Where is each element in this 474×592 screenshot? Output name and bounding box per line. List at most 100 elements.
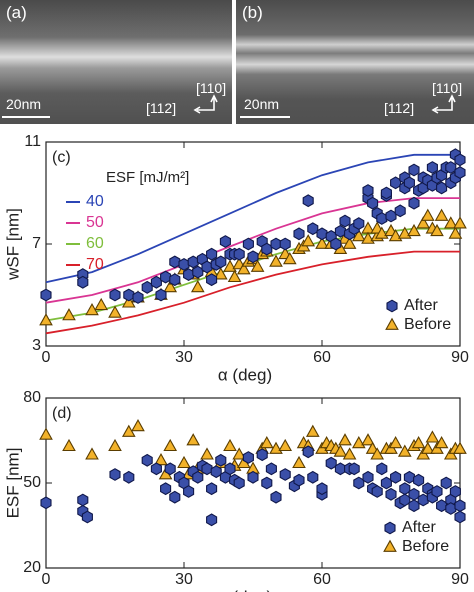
point-after-c xyxy=(155,288,167,302)
x-tick-label-c: 60 xyxy=(313,349,331,366)
point-before-c xyxy=(434,208,449,221)
point-after-d xyxy=(440,476,452,490)
point-after-d xyxy=(445,502,457,515)
point-after-c xyxy=(385,209,397,223)
legend-label-after-d: After xyxy=(402,519,436,536)
point-after-d xyxy=(408,487,420,501)
point-before-c xyxy=(420,208,435,221)
point-after-c xyxy=(123,288,135,302)
point-after-d xyxy=(233,476,245,490)
point-after-c xyxy=(403,176,415,190)
legend-label-after-c: After xyxy=(404,297,438,314)
point-before-c xyxy=(190,280,205,293)
tem-band-image-a xyxy=(0,0,232,124)
panel-label-c: (c) xyxy=(52,149,71,166)
point-after-d xyxy=(385,487,397,501)
point-after-d xyxy=(123,470,135,484)
x-tick-label-d: 60 xyxy=(313,571,331,588)
point-before-c xyxy=(301,234,316,247)
model-curve-40 xyxy=(45,153,460,284)
point-after-d xyxy=(307,470,319,484)
point-after-c xyxy=(201,260,213,274)
point-before-c xyxy=(39,313,53,326)
point-after-c xyxy=(206,273,218,287)
point-after-c xyxy=(390,176,402,190)
point-after-c xyxy=(247,250,259,264)
panel-b-label: (b) xyxy=(242,3,263,22)
point-before-d xyxy=(39,427,53,440)
point-before-c xyxy=(443,216,458,229)
point-before-c xyxy=(453,216,467,229)
panel-a-label: (a) xyxy=(6,3,27,22)
point-before-d xyxy=(154,453,168,466)
point-after-d xyxy=(141,453,153,467)
point-after-c xyxy=(426,161,438,174)
curve-legend-label-70: 70 xyxy=(86,256,104,273)
point-after-d xyxy=(403,470,415,484)
point-before-d xyxy=(108,438,122,452)
point-before-d xyxy=(333,444,348,457)
point-before-c xyxy=(430,223,444,237)
point-after-c xyxy=(367,196,379,210)
point-after-d xyxy=(261,476,273,490)
point-after-c xyxy=(215,255,227,269)
point-after-d xyxy=(376,462,388,476)
point-after-d xyxy=(150,462,162,476)
point-after-c xyxy=(436,181,448,195)
point-after-d xyxy=(408,499,420,513)
point-before-d xyxy=(342,447,357,460)
point-after-d xyxy=(316,482,328,496)
point-after-d xyxy=(169,490,181,504)
tem-band-image-b xyxy=(236,0,474,124)
point-after-d xyxy=(77,493,89,507)
scale-bar-a xyxy=(2,116,50,118)
point-after-c xyxy=(183,268,195,282)
curve-legend-label-40: 40 xyxy=(86,193,104,210)
point-after-d xyxy=(256,448,268,462)
point-after-d xyxy=(399,482,411,496)
point-after-c xyxy=(408,196,420,210)
model-curve-70 xyxy=(45,250,460,335)
y-tick-label-c: 7 xyxy=(32,235,41,252)
legend-marker-after-c xyxy=(386,299,398,313)
point-after-c xyxy=(132,291,144,304)
point-before-d xyxy=(305,424,320,437)
point-after-d xyxy=(201,462,213,476)
point-before-c xyxy=(94,297,109,311)
x-axis-label-c: α (deg) xyxy=(218,365,272,384)
point-before-d xyxy=(163,438,178,452)
x-axis-label-d: α (deg) xyxy=(218,587,272,592)
point-after-c xyxy=(445,161,457,174)
point-before-d xyxy=(223,438,237,452)
point-after-c xyxy=(454,166,466,180)
point-after-d xyxy=(362,470,374,484)
point-before-d xyxy=(425,430,440,443)
x-tick-label-c: 0 xyxy=(42,349,51,366)
direction-up-a: [110] xyxy=(196,80,227,96)
point-after-c xyxy=(261,242,273,256)
point-before-d xyxy=(453,441,467,454)
legend-marker-before-d xyxy=(383,539,397,552)
point-before-d xyxy=(186,433,201,446)
scale-bar-b xyxy=(240,116,290,118)
point-after-d xyxy=(247,470,259,484)
x-tick-label-c: 30 xyxy=(175,349,193,366)
legend-label-before-d: Before xyxy=(402,538,449,555)
point-after-d xyxy=(293,473,305,487)
scale-label-a: 20nm xyxy=(6,96,42,112)
point-after-c xyxy=(394,204,406,218)
point-before-c xyxy=(163,280,178,293)
point-after-c xyxy=(169,273,181,287)
point-after-c xyxy=(141,280,153,294)
point-after-c xyxy=(160,270,172,284)
point-after-c xyxy=(330,237,342,251)
point-after-d xyxy=(210,465,222,479)
point-after-d xyxy=(353,476,365,490)
point-after-d xyxy=(206,513,218,527)
point-after-d xyxy=(334,462,346,476)
x-tick-label-d: 0 xyxy=(42,571,51,588)
legend-marker-before-c xyxy=(385,317,399,330)
point-after-d xyxy=(270,490,282,504)
legend-marker-after-d xyxy=(384,521,396,535)
point-after-d xyxy=(164,462,176,476)
